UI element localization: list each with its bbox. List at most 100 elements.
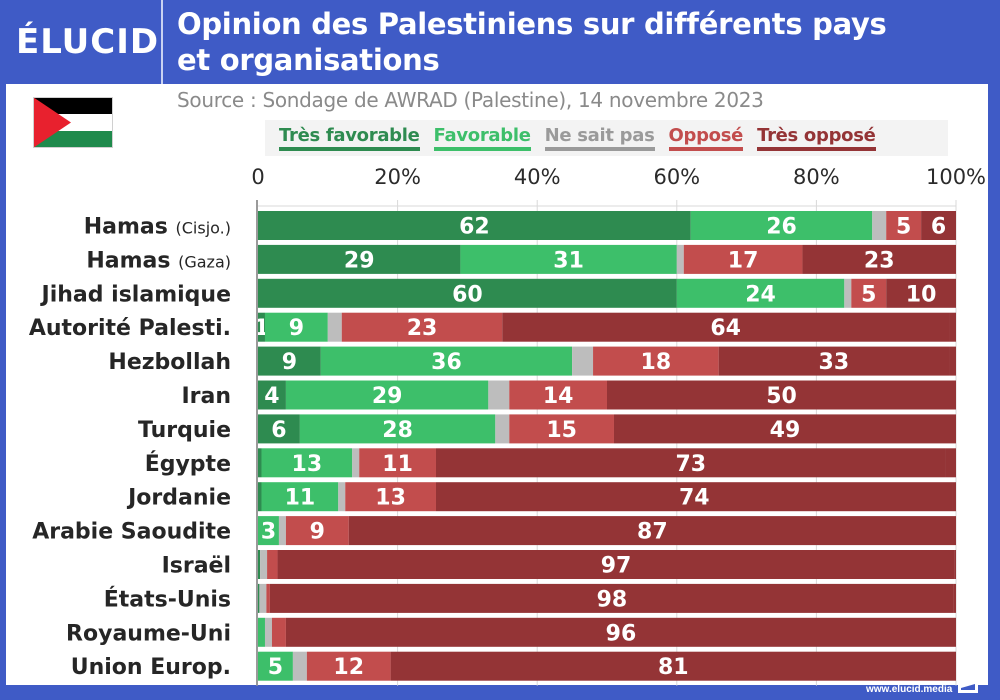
category-label: États-Unis (104, 586, 231, 612)
bar-segment (690, 211, 873, 240)
legend-item: Très favorable (279, 125, 420, 151)
category-label: Jordanie (126, 486, 231, 511)
bar-value-label: 24 (745, 282, 776, 307)
bar-segment (338, 482, 346, 512)
bar-value-label: 11 (285, 486, 316, 511)
bar-segment (348, 516, 956, 546)
category-label: Autorité Palesti. (29, 316, 231, 341)
bar-segment (488, 380, 510, 410)
bar-value-label: 5 (268, 655, 283, 680)
header-divider (161, 0, 163, 84)
bar-segment (949, 312, 956, 342)
bar-segment (345, 482, 436, 512)
bar-value-label: 50 (766, 384, 797, 409)
bar-segment (266, 583, 270, 613)
bar-value-label: 73 (675, 452, 706, 477)
bar-value-label: 29 (372, 384, 403, 409)
bar-value-label: 17 (728, 248, 759, 273)
bar-value-label: 5 (896, 215, 911, 240)
bar-segment (258, 346, 321, 376)
bar-segment (285, 516, 349, 546)
bar-segment (258, 617, 265, 647)
category-label: Iran (181, 384, 231, 409)
bar-value-label: 3 (261, 520, 276, 545)
bar-segment (435, 482, 953, 512)
bar-value-label: 13 (375, 486, 406, 511)
category-label: Union Europ. (71, 655, 231, 680)
bar-value-label: 28 (382, 418, 413, 443)
bar-segment (572, 346, 594, 376)
bar-value-label: 15 (546, 418, 577, 443)
bar-value-label: 74 (679, 486, 710, 511)
elucid-mark-icon (958, 679, 978, 693)
bar-segment (502, 312, 950, 342)
x-tick-label: 100% (926, 165, 986, 189)
bar-segment (327, 312, 342, 342)
x-tick-label: 60% (653, 165, 700, 189)
category-label: Jihad islamique (40, 282, 231, 307)
bar-segment (802, 244, 956, 274)
bar-segment (683, 244, 803, 274)
bar-value-label: 36 (431, 350, 462, 375)
bar-segment (872, 211, 887, 240)
bar-segment (952, 482, 956, 512)
bar-value-label: 6 (271, 418, 286, 443)
bar-value-label: 13 (292, 452, 323, 477)
elucid-logo: ÉLUCID (16, 22, 160, 62)
bar-segment (509, 380, 607, 410)
category-label: Hezbollah (108, 350, 231, 375)
category-label: Égypte (145, 451, 231, 477)
bar-segment (269, 583, 954, 613)
bar-value-label: 18 (641, 350, 672, 375)
bar-segment (593, 346, 719, 376)
bar-segment (285, 617, 956, 647)
x-tick-label: 40% (514, 165, 561, 189)
header-bar: ÉLUCID Opinion des Palestiniens sur diff… (0, 0, 1000, 84)
legend-item: Très opposé (757, 125, 876, 151)
bar-segment (258, 211, 691, 240)
bar-segment (886, 211, 922, 240)
bar-segment (495, 414, 510, 444)
bar-segment (277, 550, 955, 579)
bar-value-label: 6 (931, 215, 946, 240)
flag-triangle-red (33, 97, 71, 148)
bar-segment (264, 312, 328, 342)
bar-segment (292, 651, 307, 681)
bar-value-label: 14 (543, 384, 574, 409)
bar-segment (844, 278, 852, 308)
bar-value-label: 10 (906, 282, 937, 307)
bar-segment (258, 550, 261, 579)
bar-segment (261, 448, 353, 478)
category-label: Israël (162, 554, 231, 579)
title-line-2: et organisations (177, 43, 440, 77)
bar-segment (258, 448, 262, 478)
category-label: Arabie Saoudite (32, 520, 231, 545)
bar-segment (949, 346, 956, 376)
category-label: Hamas (Gaza) (86, 248, 231, 273)
bar-value-label: 33 (819, 350, 850, 375)
bar-value-label: 64 (710, 316, 741, 341)
bar-segment (261, 482, 339, 512)
chart-source: Source : Sondage de AWRAD (Palestine), 1… (177, 88, 764, 112)
x-tick-label: 80% (793, 165, 840, 189)
bar-value-label: 9 (289, 316, 304, 341)
palestine-flag-icon (33, 97, 113, 148)
bar-segment (509, 414, 614, 444)
bar-value-label: 23 (407, 316, 438, 341)
bar-segment (953, 583, 956, 613)
bar-value-label: 9 (310, 520, 325, 545)
bar-segment (607, 380, 956, 410)
bar-segment (258, 583, 260, 613)
x-tick-label: 0 (251, 165, 264, 189)
bar-value-label: 31 (553, 248, 584, 273)
bar-segment (258, 244, 461, 274)
bar-value-label: 5 (861, 282, 876, 307)
legend-item: Ne sait pas (544, 125, 655, 151)
bar-value-label: 98 (597, 587, 628, 612)
bar-segment (278, 516, 286, 546)
bar-segment (341, 312, 503, 342)
chart-legend: Très favorable Favorable Ne sait pas Opposé… (265, 120, 948, 156)
bar-segment (258, 380, 286, 410)
bar-value-label: 96 (606, 621, 637, 646)
legend-item: Opposé (668, 125, 743, 151)
